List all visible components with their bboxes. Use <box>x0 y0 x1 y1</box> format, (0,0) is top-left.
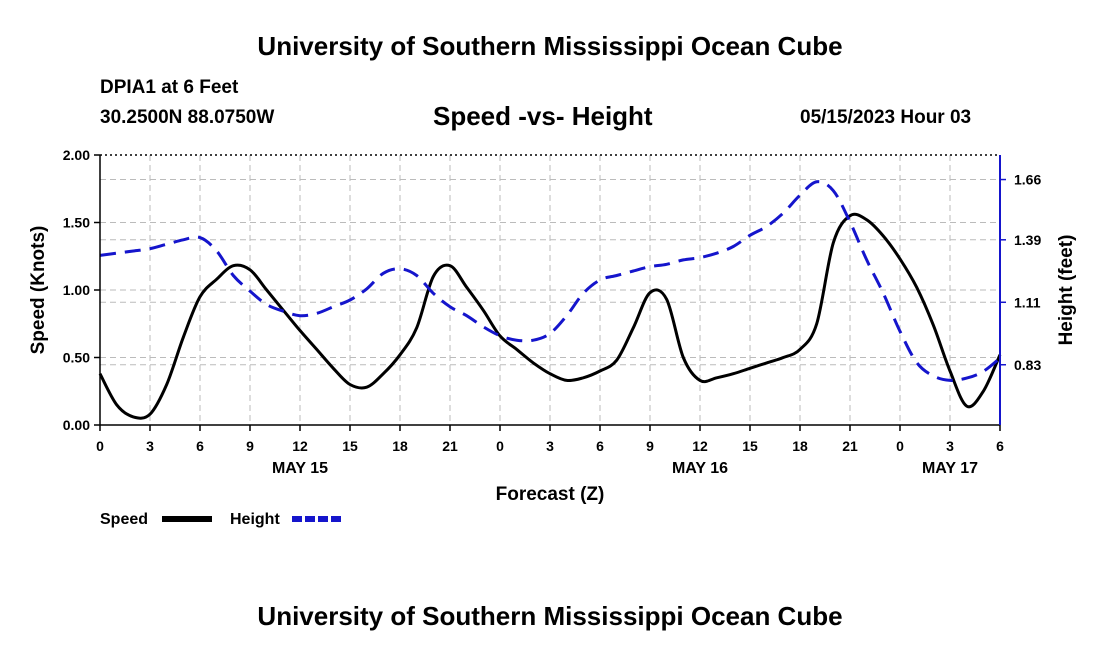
axes: 0.00 0.50 1.00 1.50 2.00 0.83 1.11 1.39 1.66 0 3 6 9… <box>28 147 1077 505</box>
grid-lines <box>100 155 1000 425</box>
y2-tick-label: 1.39 <box>1014 232 1041 248</box>
x-tick-label: 18 <box>392 438 408 454</box>
y2-tick-label: 1.66 <box>1014 172 1041 188</box>
series-lines <box>98 180 1002 420</box>
x-tick-label: 3 <box>946 438 954 454</box>
footer-title: University of Southern Mississippi Ocean… <box>257 601 843 631</box>
plot-title: Speed -vs- Height <box>433 101 653 131</box>
date-label: MAY 15 <box>272 460 328 477</box>
x-tick-label: 6 <box>996 438 1004 454</box>
page-title: University of Southern Mississippi Ocean… <box>257 31 843 61</box>
x-tick-label: 3 <box>146 438 154 454</box>
x-tick-label: 0 <box>896 438 904 454</box>
x-tick-label: 0 <box>96 438 104 454</box>
station-name: DPIA1 at 6 Feet <box>100 77 239 98</box>
x-tick-label: 6 <box>196 438 204 454</box>
x-tick-label: 9 <box>246 438 254 454</box>
legend: Speed Height <box>100 511 342 528</box>
x-tick-label: 15 <box>742 438 758 454</box>
speed-series-line <box>98 212 1002 420</box>
y-tick-label: 0.50 <box>63 350 90 366</box>
legend-label: Height <box>230 511 280 528</box>
x-tick-label: 6 <box>596 438 604 454</box>
y2-axis-title: Height (feet) <box>1056 235 1077 346</box>
station-coordinates: 30.2500N 88.0750W <box>100 107 275 128</box>
x-tick-label: 9 <box>646 438 654 454</box>
date-label: MAY 16 <box>672 460 728 477</box>
x-axis-title: Forecast (Z) <box>496 484 605 505</box>
y-tick-label: 1.00 <box>63 282 90 298</box>
x-tick-label: 15 <box>342 438 358 454</box>
y-axis-title: Speed (Knots) <box>28 226 49 355</box>
y2-tick-label: 1.11 <box>1014 294 1041 310</box>
legend-label: Speed <box>100 511 148 528</box>
x-tick-label: 12 <box>692 438 708 454</box>
height-series-line <box>99 180 1001 382</box>
x-tick-label: 18 <box>792 438 808 454</box>
x-tick-label: 0 <box>496 438 504 454</box>
x-tick-label: 3 <box>546 438 554 454</box>
x-tick-label: 21 <box>442 438 458 454</box>
y-tick-label: 1.50 <box>63 215 90 231</box>
date-label: MAY 17 <box>922 460 978 477</box>
y2-tick-label: 0.83 <box>1014 357 1041 373</box>
x-tick-label: 21 <box>842 438 858 454</box>
x-tick-label: 12 <box>292 438 308 454</box>
y-tick-label: 0.00 <box>63 417 90 433</box>
forecast-datetime: 05/15/2023 Hour 03 <box>800 107 972 128</box>
y-tick-label: 2.00 <box>63 147 90 163</box>
